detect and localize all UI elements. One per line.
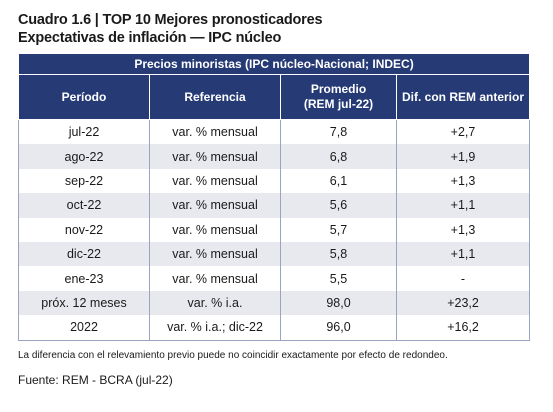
table-row: oct-22 var. % mensual 5,6 +1,1 bbox=[18, 193, 531, 218]
cell-dif: - bbox=[395, 266, 531, 291]
caption-title: Cuadro 1.6 | TOP 10 Mejores pronosticado… bbox=[18, 12, 323, 28]
cell-periodo: oct-22 bbox=[18, 193, 150, 218]
source-note: Fuente: REM - BCRA (jul-22) bbox=[18, 373, 173, 387]
cell-periodo: jul-22 bbox=[18, 119, 150, 145]
table-caption: Cuadro 1.6 | TOP 10 Mejores pronosticado… bbox=[18, 11, 323, 47]
promedio-header-line1: Promedio bbox=[310, 82, 367, 96]
cell-promedio: 6,1 bbox=[280, 168, 397, 194]
cell-dif: +1,3 bbox=[395, 168, 531, 194]
cell-dif: +23,2 bbox=[395, 290, 531, 316]
cell-dif: +2,7 bbox=[395, 119, 531, 145]
cell-periodo: ene-23 bbox=[18, 266, 150, 291]
super-header: Precios minoristas (IPC núcleo-Nacional;… bbox=[17, 53, 531, 75]
column-header-promedio: Promedio (REM jul-22) bbox=[280, 74, 397, 120]
cell-periodo: próx. 12 meses bbox=[18, 290, 150, 316]
cell-referencia: var. % mensual bbox=[149, 193, 281, 218]
cell-periodo: nov-22 bbox=[18, 217, 150, 242]
column-header-referencia: Referencia bbox=[149, 74, 281, 120]
cell-periodo: dic-22 bbox=[18, 241, 150, 267]
cell-referencia: var. % mensual bbox=[149, 241, 281, 267]
cell-dif: +1,9 bbox=[395, 144, 531, 169]
cell-referencia: var. % mensual bbox=[149, 119, 281, 145]
inflation-expectations-table: Precios minoristas (IPC núcleo-Nacional;… bbox=[17, 53, 531, 341]
cell-referencia: var. % mensual bbox=[149, 266, 281, 291]
cell-referencia: var. % i.a. bbox=[149, 290, 281, 316]
column-header-dif: Dif. con REM anterior bbox=[395, 74, 531, 120]
footnote: La diferencia con el relevamiento previo… bbox=[18, 350, 448, 361]
cell-promedio: 6,8 bbox=[280, 144, 397, 169]
table-row: dic-22 var. % mensual 5,8 +1,1 bbox=[18, 241, 531, 267]
cell-promedio: 98,0 bbox=[280, 290, 397, 316]
cell-dif: +1,1 bbox=[395, 193, 531, 218]
table-row: próx. 12 meses var. % i.a. 98,0 +23,2 bbox=[18, 290, 531, 316]
caption-subtitle: Expectativas de inflación — IPC núcleo bbox=[18, 30, 282, 46]
cell-periodo: sep-22 bbox=[18, 168, 150, 194]
cell-promedio: 7,8 bbox=[280, 119, 397, 145]
cell-dif: +1,3 bbox=[395, 217, 531, 242]
cell-promedio: 5,7 bbox=[280, 217, 397, 242]
column-header-periodo: Período bbox=[18, 74, 150, 120]
cell-promedio: 5,5 bbox=[280, 266, 397, 291]
cell-promedio: 96,0 bbox=[280, 315, 397, 341]
cell-referencia: var. % i.a.; dic-22 bbox=[149, 315, 281, 341]
cell-dif: +16,2 bbox=[395, 315, 531, 341]
cell-referencia: var. % mensual bbox=[149, 168, 281, 194]
table-row: sep-22 var. % mensual 6,1 +1,3 bbox=[18, 168, 531, 194]
cell-referencia: var. % mensual bbox=[149, 217, 281, 242]
table-row: 2022 var. % i.a.; dic-22 96,0 +16,2 bbox=[18, 315, 531, 341]
cell-promedio: 5,8 bbox=[280, 241, 397, 267]
table-row: ene-23 var. % mensual 5,5- bbox=[18, 266, 531, 291]
cell-periodo: ago-22 bbox=[18, 144, 150, 169]
table-row: jul-22 var. % mensual 7,8 +2,7 bbox=[18, 119, 531, 145]
cell-dif: +1,1 bbox=[395, 241, 531, 267]
promedio-header-line2: (REM jul-22) bbox=[303, 97, 374, 111]
table-body: jul-22 var. % mensual 7,8 +2,7 ago-22 var. % … bbox=[18, 119, 531, 341]
table-row: ago-22 var. % mensual 6,8 +1,9 bbox=[18, 144, 531, 169]
cell-promedio: 5,6 bbox=[280, 193, 397, 218]
cell-periodo: 2022 bbox=[18, 315, 150, 341]
cell-referencia: var. % mensual bbox=[149, 144, 281, 169]
table-row: nov-22 var. % mensual 5,7 +1,3 bbox=[18, 217, 531, 242]
